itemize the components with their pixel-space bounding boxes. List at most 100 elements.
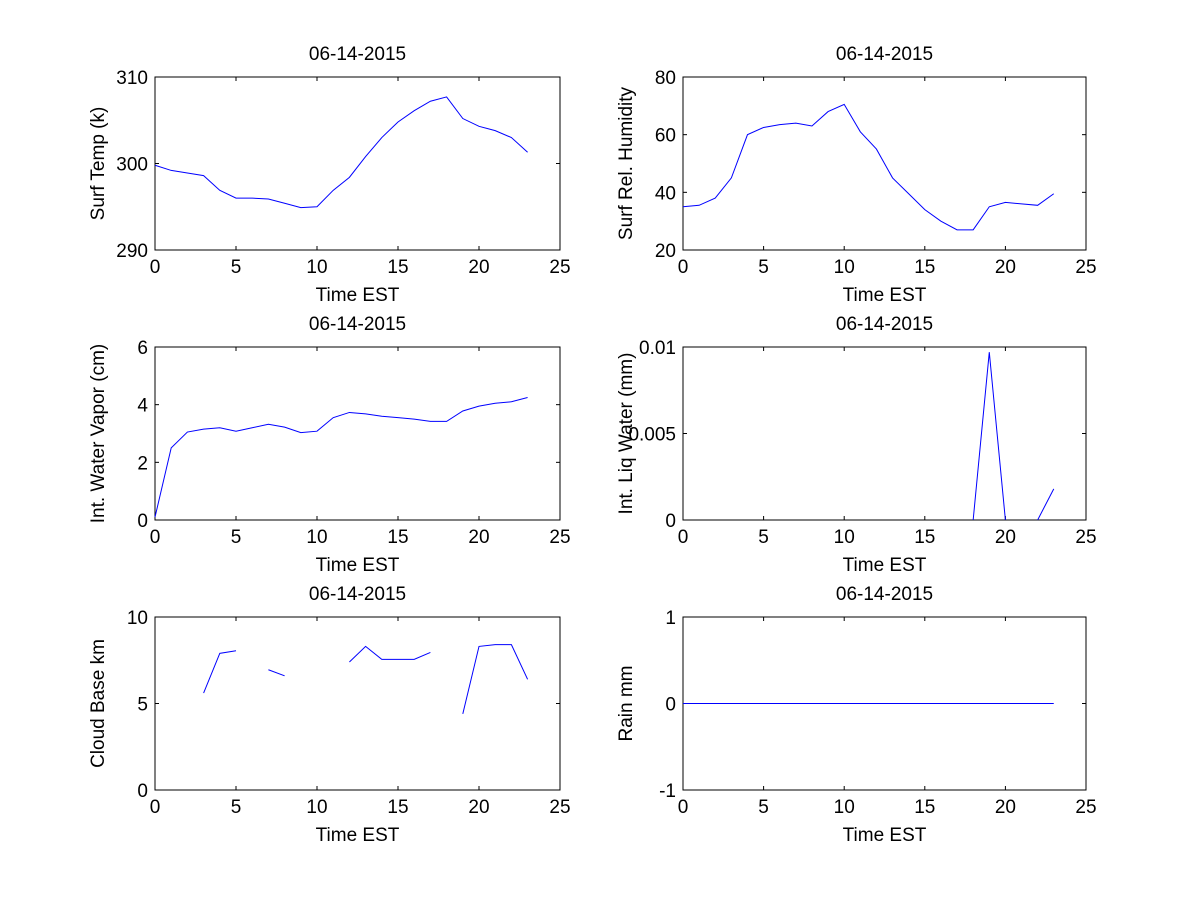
- x-axis-label-int-water-vapor: Time EST: [316, 555, 400, 576]
- x-tick-label-cloud-base: 25: [549, 797, 570, 818]
- data-point-int-water-vapor: [527, 397, 528, 398]
- x-tick-label-int-water-vapor: 15: [387, 527, 408, 548]
- data-point-surf-humidity: [682, 206, 683, 207]
- data-point-int-water-vapor: [495, 403, 496, 404]
- data-point-int-water-vapor: [414, 418, 415, 419]
- data-point-cloud-base: [414, 659, 415, 660]
- x-tick-label-surf-temp: 5: [231, 257, 242, 278]
- data-point-surf-temp: [219, 190, 220, 191]
- data-point-surf-humidity: [940, 221, 941, 222]
- y-tick-label-int-water-vapor: 6: [137, 338, 148, 359]
- x-tick-label-int-water-vapor: 0: [150, 527, 161, 548]
- axes-frame-cloud-base: [154, 616, 561, 791]
- data-point-cloud-base: [235, 650, 236, 651]
- data-point-surf-humidity: [1037, 205, 1038, 206]
- data-point-int-water-vapor: [187, 431, 188, 432]
- x-tick-label-int-liq-water: 10: [834, 527, 855, 548]
- plot-title-rain: 06-14-2015: [836, 584, 933, 605]
- data-point-surf-humidity: [731, 177, 732, 178]
- y-tick-label-surf-temp: 310: [116, 68, 148, 89]
- x-axis-label-surf-humidity: Time EST: [843, 285, 927, 306]
- y-tick-label-surf-humidity: 60: [655, 126, 676, 147]
- x-tick-label-cloud-base: 15: [387, 797, 408, 818]
- data-point-int-water-vapor: [446, 421, 447, 422]
- data-point-surf-humidity: [956, 229, 957, 230]
- x-tick-label-surf-temp: 10: [306, 257, 327, 278]
- subplot-surf-temp: 0 5 10 15 20 25 290 300 310 06-14-2015 Time EST Sur…: [88, 44, 571, 306]
- y-axis-label-surf-humidity: Surf Rel. Humidity: [616, 86, 637, 240]
- y-axis-label-rain: Rain mm: [616, 665, 637, 741]
- x-tick-label-surf-temp: 25: [549, 257, 570, 278]
- data-point-surf-temp: [349, 177, 350, 178]
- data-point-surf-humidity: [811, 125, 812, 126]
- y-tick-label-int-water-vapor: 4: [137, 396, 148, 417]
- data-point-surf-temp: [462, 118, 463, 119]
- data-point-surf-temp: [284, 203, 285, 204]
- data-point-surf-humidity: [876, 148, 877, 149]
- data-point-surf-temp: [511, 137, 512, 138]
- axes-frame-int-water-vapor: [154, 346, 561, 521]
- data-point-surf-humidity: [779, 124, 780, 125]
- x-tick-label-surf-humidity: 10: [834, 257, 855, 278]
- data-point-rain: [1053, 703, 1054, 704]
- data-point-surf-humidity: [892, 177, 893, 178]
- x-tick-label-cloud-base: 0: [150, 797, 161, 818]
- x-axis-label-int-liq-water: Time EST: [843, 555, 927, 576]
- data-point-int-water-vapor: [252, 427, 253, 428]
- x-tick-label-surf-temp: 15: [387, 257, 408, 278]
- data-point-int-water-vapor: [430, 421, 431, 422]
- subplot-int-water-vapor: 0 5 10 15 20 25 0 2 4 6 06-14-2015 Time EST Int. Wat…: [88, 314, 571, 576]
- x-tick-label-rain: 20: [995, 797, 1016, 818]
- data-point-surf-humidity: [699, 205, 700, 206]
- x-tick-label-surf-humidity: 20: [995, 257, 1016, 278]
- x-tick-label-surf-humidity: 25: [1075, 257, 1096, 278]
- x-tick-label-int-water-vapor: 10: [306, 527, 327, 548]
- data-point-surf-humidity: [924, 209, 925, 210]
- data-point-surf-temp: [171, 170, 172, 171]
- y-tick-label-rain: 1: [665, 608, 676, 629]
- plot-title-surf-temp: 06-14-2015: [309, 44, 406, 65]
- data-point-int-liq-water: [989, 352, 990, 353]
- x-tick-label-surf-humidity: 5: [758, 257, 769, 278]
- y-axis-label-cloud-base: Cloud Base km: [88, 639, 109, 768]
- axes-frame-surf-temp: [154, 76, 561, 251]
- y-tick-label-int-water-vapor: 0: [137, 511, 148, 532]
- series-line-cloud-base: [203, 650, 237, 694]
- data-point-int-water-vapor: [478, 406, 479, 407]
- data-point-cloud-base: [268, 669, 269, 670]
- data-point-surf-temp: [154, 165, 155, 166]
- y-tick-label-surf-humidity: 20: [655, 241, 676, 262]
- data-point-surf-temp: [414, 110, 415, 111]
- data-point-int-liq-water: [1037, 519, 1038, 520]
- series-line-int-water-vapor: [154, 396, 528, 518]
- data-point-int-liq-water: [1053, 488, 1054, 489]
- data-point-int-water-vapor: [381, 416, 382, 417]
- data-point-cloud-base: [495, 644, 496, 645]
- y-tick-label-rain: -1: [659, 781, 676, 802]
- y-tick-label-rain: 0: [665, 695, 676, 716]
- data-point-int-water-vapor: [365, 413, 366, 414]
- series-line-int-liq-water: [972, 352, 1006, 521]
- data-point-surf-humidity: [1021, 203, 1022, 204]
- x-tick-label-int-liq-water: 20: [995, 527, 1016, 548]
- data-point-int-water-vapor: [511, 401, 512, 402]
- data-point-surf-humidity: [860, 131, 861, 132]
- data-point-surf-humidity: [973, 229, 974, 230]
- y-tick-label-int-water-vapor: 2: [137, 453, 148, 474]
- x-tick-label-int-water-vapor: 20: [468, 527, 489, 548]
- data-point-int-water-vapor: [316, 431, 317, 432]
- data-point-surf-humidity: [989, 206, 990, 207]
- series-line-cloud-base: [349, 645, 431, 663]
- data-point-surf-temp: [187, 172, 188, 173]
- data-point-surf-humidity: [908, 193, 909, 194]
- x-tick-label-int-liq-water: 5: [758, 527, 769, 548]
- y-tick-label-cloud-base: 0: [137, 781, 148, 802]
- plot-title-cloud-base: 06-14-2015: [309, 584, 406, 605]
- x-tick-label-rain: 0: [678, 797, 689, 818]
- x-tick-label-surf-temp: 0: [150, 257, 161, 278]
- series-line-cloud-base: [268, 669, 285, 677]
- data-point-cloud-base: [349, 661, 350, 662]
- y-tick-label-surf-temp: 300: [116, 155, 148, 176]
- data-point-int-water-vapor: [235, 431, 236, 432]
